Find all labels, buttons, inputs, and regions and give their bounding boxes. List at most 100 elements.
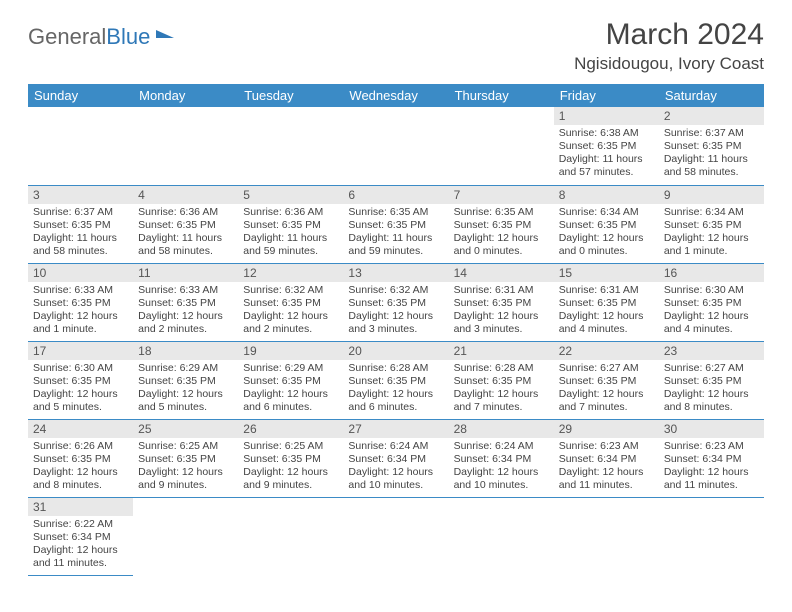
sunset-text: Sunset: 6:35 PM bbox=[664, 219, 759, 232]
day-number: 29 bbox=[554, 420, 659, 438]
day-number: 14 bbox=[449, 264, 554, 282]
day-number: 7 bbox=[449, 186, 554, 204]
calendar-cell: 21Sunrise: 6:28 AMSunset: 6:35 PMDayligh… bbox=[449, 341, 554, 419]
sunrise-text: Sunrise: 6:29 AM bbox=[138, 362, 233, 375]
calendar-cell: 8Sunrise: 6:34 AMSunset: 6:35 PMDaylight… bbox=[554, 185, 659, 263]
sunset-text: Sunset: 6:35 PM bbox=[33, 375, 128, 388]
sunset-text: Sunset: 6:35 PM bbox=[33, 453, 128, 466]
sunset-text: Sunset: 6:35 PM bbox=[348, 297, 443, 310]
daylight-text: Daylight: 12 hours and 6 minutes. bbox=[348, 388, 443, 414]
day-info: Sunrise: 6:22 AMSunset: 6:34 PMDaylight:… bbox=[28, 516, 133, 575]
calendar-cell: 15Sunrise: 6:31 AMSunset: 6:35 PMDayligh… bbox=[554, 263, 659, 341]
calendar-cell-empty bbox=[238, 497, 343, 575]
daylight-text: Daylight: 12 hours and 6 minutes. bbox=[243, 388, 338, 414]
month-title: March 2024 bbox=[574, 18, 764, 52]
daylight-text: Daylight: 11 hours and 59 minutes. bbox=[348, 232, 443, 258]
day-info: Sunrise: 6:25 AMSunset: 6:35 PMDaylight:… bbox=[133, 438, 238, 497]
sunset-text: Sunset: 6:34 PM bbox=[664, 453, 759, 466]
day-info: Sunrise: 6:36 AMSunset: 6:35 PMDaylight:… bbox=[238, 204, 343, 263]
calendar-cell-empty bbox=[343, 107, 448, 185]
daylight-text: Daylight: 12 hours and 3 minutes. bbox=[454, 310, 549, 336]
calendar-cell-empty bbox=[28, 107, 133, 185]
sunset-text: Sunset: 6:35 PM bbox=[33, 219, 128, 232]
calendar-row: 17Sunrise: 6:30 AMSunset: 6:35 PMDayligh… bbox=[28, 341, 764, 419]
daylight-text: Daylight: 11 hours and 58 minutes. bbox=[664, 153, 759, 179]
logo-text-2: Blue bbox=[106, 24, 150, 50]
sunset-text: Sunset: 6:35 PM bbox=[454, 375, 549, 388]
calendar-cell-empty bbox=[449, 497, 554, 575]
calendar-cell: 1Sunrise: 6:38 AMSunset: 6:35 PMDaylight… bbox=[554, 107, 659, 185]
daylight-text: Daylight: 12 hours and 3 minutes. bbox=[348, 310, 443, 336]
logo: GeneralBlue bbox=[28, 24, 176, 50]
sunset-text: Sunset: 6:35 PM bbox=[348, 219, 443, 232]
daylight-text: Daylight: 12 hours and 10 minutes. bbox=[348, 466, 443, 492]
sunset-text: Sunset: 6:35 PM bbox=[664, 140, 759, 153]
title-block: March 2024 Ngisidougou, Ivory Coast bbox=[574, 18, 764, 74]
calendar-cell: 30Sunrise: 6:23 AMSunset: 6:34 PMDayligh… bbox=[659, 419, 764, 497]
sunrise-text: Sunrise: 6:33 AM bbox=[138, 284, 233, 297]
calendar-cell: 12Sunrise: 6:32 AMSunset: 6:35 PMDayligh… bbox=[238, 263, 343, 341]
calendar-cell: 26Sunrise: 6:25 AMSunset: 6:35 PMDayligh… bbox=[238, 419, 343, 497]
sunrise-text: Sunrise: 6:25 AM bbox=[138, 440, 233, 453]
sunset-text: Sunset: 6:35 PM bbox=[559, 375, 654, 388]
calendar-body: 1Sunrise: 6:38 AMSunset: 6:35 PMDaylight… bbox=[28, 107, 764, 575]
sunset-text: Sunset: 6:35 PM bbox=[33, 297, 128, 310]
day-info: Sunrise: 6:34 AMSunset: 6:35 PMDaylight:… bbox=[554, 204, 659, 263]
calendar-cell: 9Sunrise: 6:34 AMSunset: 6:35 PMDaylight… bbox=[659, 185, 764, 263]
day-number: 19 bbox=[238, 342, 343, 360]
daylight-text: Daylight: 12 hours and 5 minutes. bbox=[138, 388, 233, 414]
calendar-cell-empty bbox=[659, 497, 764, 575]
daylight-text: Daylight: 12 hours and 1 minute. bbox=[33, 310, 128, 336]
day-number: 24 bbox=[28, 420, 133, 438]
sunset-text: Sunset: 6:35 PM bbox=[138, 453, 233, 466]
sunrise-text: Sunrise: 6:35 AM bbox=[454, 206, 549, 219]
day-info: Sunrise: 6:32 AMSunset: 6:35 PMDaylight:… bbox=[238, 282, 343, 341]
day-info: Sunrise: 6:34 AMSunset: 6:35 PMDaylight:… bbox=[659, 204, 764, 263]
day-number: 11 bbox=[133, 264, 238, 282]
sunrise-text: Sunrise: 6:36 AM bbox=[243, 206, 338, 219]
weekday-header: Tuesday bbox=[238, 84, 343, 107]
day-number: 8 bbox=[554, 186, 659, 204]
day-number: 1 bbox=[554, 107, 659, 125]
sunrise-text: Sunrise: 6:24 AM bbox=[454, 440, 549, 453]
calendar-cell: 11Sunrise: 6:33 AMSunset: 6:35 PMDayligh… bbox=[133, 263, 238, 341]
logo-flag-icon bbox=[154, 28, 176, 46]
calendar-cell: 7Sunrise: 6:35 AMSunset: 6:35 PMDaylight… bbox=[449, 185, 554, 263]
calendar-cell: 10Sunrise: 6:33 AMSunset: 6:35 PMDayligh… bbox=[28, 263, 133, 341]
day-number: 2 bbox=[659, 107, 764, 125]
day-info: Sunrise: 6:31 AMSunset: 6:35 PMDaylight:… bbox=[449, 282, 554, 341]
weekday-header: Friday bbox=[554, 84, 659, 107]
daylight-text: Daylight: 11 hours and 58 minutes. bbox=[33, 232, 128, 258]
sunrise-text: Sunrise: 6:32 AM bbox=[243, 284, 338, 297]
daylight-text: Daylight: 12 hours and 2 minutes. bbox=[243, 310, 338, 336]
sunrise-text: Sunrise: 6:29 AM bbox=[243, 362, 338, 375]
page-header: GeneralBlue March 2024 Ngisidougou, Ivor… bbox=[28, 18, 764, 74]
daylight-text: Daylight: 12 hours and 7 minutes. bbox=[559, 388, 654, 414]
weekday-header: Saturday bbox=[659, 84, 764, 107]
sunset-text: Sunset: 6:34 PM bbox=[348, 453, 443, 466]
calendar-cell: 4Sunrise: 6:36 AMSunset: 6:35 PMDaylight… bbox=[133, 185, 238, 263]
daylight-text: Daylight: 12 hours and 7 minutes. bbox=[454, 388, 549, 414]
weekday-header: Wednesday bbox=[343, 84, 448, 107]
weekday-header: Sunday bbox=[28, 84, 133, 107]
day-number: 26 bbox=[238, 420, 343, 438]
daylight-text: Daylight: 12 hours and 11 minutes. bbox=[559, 466, 654, 492]
calendar-row: 1Sunrise: 6:38 AMSunset: 6:35 PMDaylight… bbox=[28, 107, 764, 185]
day-number: 22 bbox=[554, 342, 659, 360]
location: Ngisidougou, Ivory Coast bbox=[574, 54, 764, 74]
calendar-cell: 31Sunrise: 6:22 AMSunset: 6:34 PMDayligh… bbox=[28, 497, 133, 575]
sunrise-text: Sunrise: 6:36 AM bbox=[138, 206, 233, 219]
calendar-row: 31Sunrise: 6:22 AMSunset: 6:34 PMDayligh… bbox=[28, 497, 764, 575]
day-info: Sunrise: 6:26 AMSunset: 6:35 PMDaylight:… bbox=[28, 438, 133, 497]
daylight-text: Daylight: 12 hours and 0 minutes. bbox=[559, 232, 654, 258]
calendar-row: 3Sunrise: 6:37 AMSunset: 6:35 PMDaylight… bbox=[28, 185, 764, 263]
calendar-cell: 19Sunrise: 6:29 AMSunset: 6:35 PMDayligh… bbox=[238, 341, 343, 419]
daylight-text: Daylight: 12 hours and 2 minutes. bbox=[138, 310, 233, 336]
day-info: Sunrise: 6:33 AMSunset: 6:35 PMDaylight:… bbox=[133, 282, 238, 341]
weekday-header: Thursday bbox=[449, 84, 554, 107]
sunset-text: Sunset: 6:35 PM bbox=[138, 219, 233, 232]
sunset-text: Sunset: 6:35 PM bbox=[348, 375, 443, 388]
calendar-cell: 27Sunrise: 6:24 AMSunset: 6:34 PMDayligh… bbox=[343, 419, 448, 497]
day-info: Sunrise: 6:25 AMSunset: 6:35 PMDaylight:… bbox=[238, 438, 343, 497]
sunrise-text: Sunrise: 6:23 AM bbox=[559, 440, 654, 453]
